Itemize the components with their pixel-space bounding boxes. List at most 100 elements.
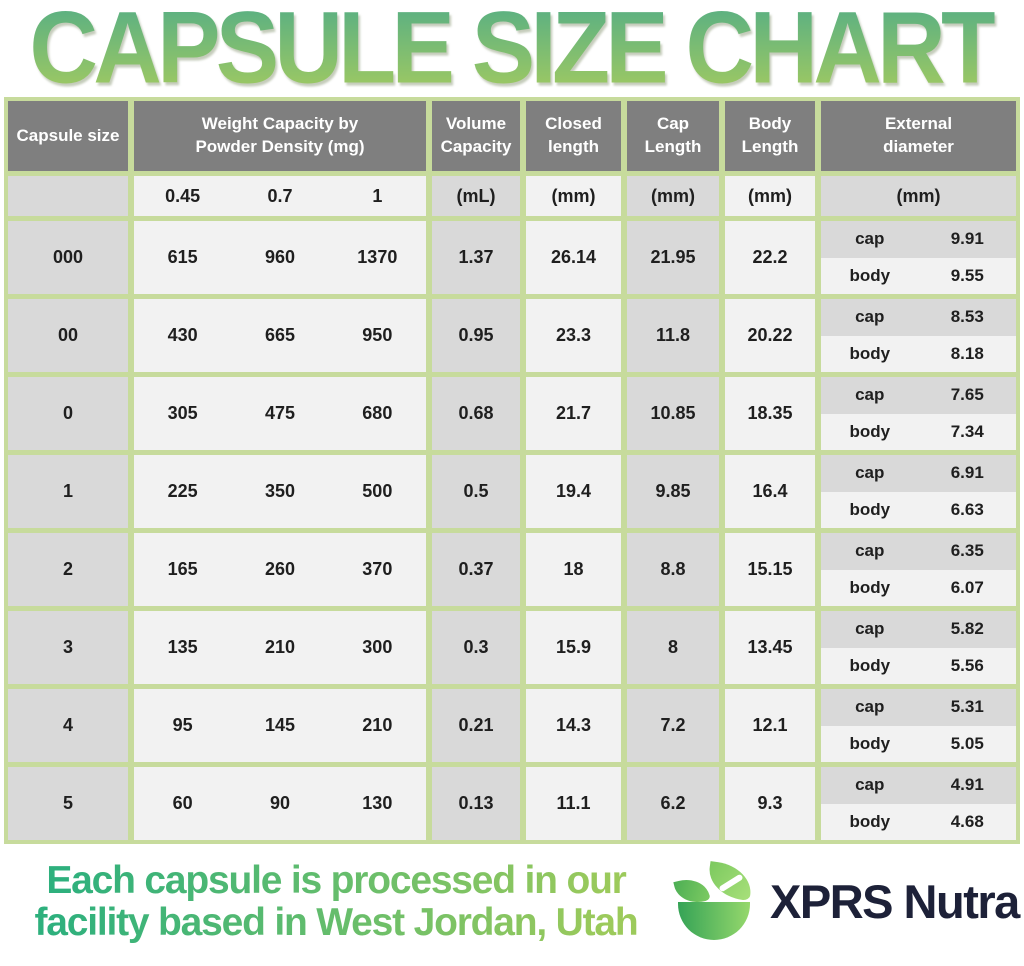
table-row: 00 430 665 950 0.95 23.3 11.8 20.22 cap … xyxy=(8,299,1016,372)
closed-length-cell: 19.4 xyxy=(526,455,621,528)
table-row: 3 135 210 300 0.3 15.9 8 13.45 cap 5.82 … xyxy=(8,611,1016,684)
table-units-row: 0.45 0.7 1 (mL) (mm) (mm) (mm) (mm) xyxy=(8,176,1016,216)
ext-cap-row: cap 8.53 xyxy=(821,299,1016,336)
units-densities: 0.45 0.7 1 xyxy=(134,176,426,216)
body-length-cell: 13.45 xyxy=(725,611,815,684)
capsule-size-cell: 5 xyxy=(8,767,128,840)
table-row: 000 615 960 1370 1.37 26.14 21.95 22.2 c… xyxy=(8,221,1016,294)
capsule-size-table: Capsule size Weight Capacity by Powder D… xyxy=(4,97,1020,844)
ext-body-row: body 8.18 xyxy=(821,335,1016,372)
external-diameter-cell: cap 5.82 body 5.56 xyxy=(821,611,1016,684)
bowl-icon xyxy=(678,901,750,940)
capsule-size-cell: 4 xyxy=(8,689,128,762)
mortar-leaves-icon xyxy=(672,860,758,942)
capsule-size-cell: 000 xyxy=(8,221,128,294)
external-diameter-cell: cap 7.65 body 7.34 xyxy=(821,377,1016,450)
closed-length-cell: 21.7 xyxy=(526,377,621,450)
ext-body-row: body 4.68 xyxy=(821,803,1016,840)
brand-logo: XPRS Nutra xyxy=(672,860,1020,942)
closed-length-cell: 18 xyxy=(526,533,621,606)
body-length-cell: 15.15 xyxy=(725,533,815,606)
weight-cell: 615 960 1370 xyxy=(134,221,426,294)
ext-body-row: body 7.34 xyxy=(821,413,1016,450)
external-diameter-cell: cap 9.91 body 9.55 xyxy=(821,221,1016,294)
table-header-row: Capsule size Weight Capacity by Powder D… xyxy=(8,101,1016,171)
closed-length-cell: 15.9 xyxy=(526,611,621,684)
table-row: 2 165 260 370 0.37 18 8.8 15.15 cap 6.35… xyxy=(8,533,1016,606)
weight-cell: 305 475 680 xyxy=(134,377,426,450)
volume-cell: 0.13 xyxy=(432,767,520,840)
closed-length-cell: 14.3 xyxy=(526,689,621,762)
cap-length-cell: 8 xyxy=(627,611,719,684)
body-length-cell: 9.3 xyxy=(725,767,815,840)
ext-body-row: body 6.63 xyxy=(821,491,1016,528)
header-weight-capacity: Weight Capacity by Powder Density (mg) xyxy=(134,101,426,171)
weight-cell: 135 210 300 xyxy=(134,611,426,684)
volume-cell: 0.37 xyxy=(432,533,520,606)
volume-cell: 0.68 xyxy=(432,377,520,450)
external-diameter-cell: cap 6.35 body 6.07 xyxy=(821,533,1016,606)
capsule-size-cell: 0 xyxy=(8,377,128,450)
cap-length-cell: 21.95 xyxy=(627,221,719,294)
weight-cell: 225 350 500 xyxy=(134,455,426,528)
capsule-size-cell: 2 xyxy=(8,533,128,606)
external-diameter-cell: cap 6.91 body 6.63 xyxy=(821,455,1016,528)
weight-cell: 165 260 370 xyxy=(134,533,426,606)
units-capsule-size-empty xyxy=(8,176,128,216)
cap-length-cell: 10.85 xyxy=(627,377,719,450)
brand-name: XPRS Nutra xyxy=(770,875,1020,929)
header-capsule-size: Capsule size xyxy=(8,101,128,171)
page-title: CAPSULE SIZE CHART xyxy=(30,0,1000,107)
body-length-cell: 16.4 xyxy=(725,455,815,528)
closed-length-cell: 11.1 xyxy=(526,767,621,840)
volume-cell: 0.95 xyxy=(432,299,520,372)
ext-body-row: body 5.05 xyxy=(821,725,1016,762)
ext-body-row: body 5.56 xyxy=(821,647,1016,684)
ext-body-row: body 6.07 xyxy=(821,569,1016,606)
body-length-cell: 22.2 xyxy=(725,221,815,294)
weight-cell: 430 665 950 xyxy=(134,299,426,372)
header-body-length: Body Length xyxy=(725,101,815,171)
header-volume-capacity: Volume Capacity xyxy=(432,101,520,171)
closed-length-cell: 26.14 xyxy=(526,221,621,294)
volume-cell: 1.37 xyxy=(432,221,520,294)
cap-length-cell: 8.8 xyxy=(627,533,719,606)
page-title-wrap: CAPSULE SIZE CHART xyxy=(0,0,1024,105)
weight-cell: 60 90 130 xyxy=(134,767,426,840)
units-body: (mm) xyxy=(725,176,815,216)
body-length-cell: 20.22 xyxy=(725,299,815,372)
external-diameter-cell: cap 8.53 body 8.18 xyxy=(821,299,1016,372)
body-length-cell: 12.1 xyxy=(725,689,815,762)
header-external-diameter: External diameter xyxy=(821,101,1016,171)
closed-length-cell: 23.3 xyxy=(526,299,621,372)
units-volume: (mL) xyxy=(432,176,520,216)
ext-cap-row: cap 6.35 xyxy=(821,533,1016,570)
cap-length-cell: 6.2 xyxy=(627,767,719,840)
external-diameter-cell: cap 4.91 body 4.68 xyxy=(821,767,1016,840)
cap-length-cell: 9.85 xyxy=(627,455,719,528)
table-row: 5 60 90 130 0.13 11.1 6.2 9.3 cap 4.91 b… xyxy=(8,767,1016,840)
capsule-size-cell: 00 xyxy=(8,299,128,372)
weight-cell: 95 145 210 xyxy=(134,689,426,762)
footer-caption: Each capsule is processed in our facilit… xyxy=(0,860,672,943)
units-cap: (mm) xyxy=(627,176,719,216)
cap-length-cell: 11.8 xyxy=(627,299,719,372)
table-row: 0 305 475 680 0.68 21.7 10.85 18.35 cap … xyxy=(8,377,1016,450)
units-closed: (mm) xyxy=(526,176,621,216)
capsule-size-cell: 3 xyxy=(8,611,128,684)
ext-cap-row: cap 9.91 xyxy=(821,221,1016,258)
ext-cap-row: cap 7.65 xyxy=(821,377,1016,414)
capsule-size-cell: 1 xyxy=(8,455,128,528)
volume-cell: 0.3 xyxy=(432,611,520,684)
volume-cell: 0.5 xyxy=(432,455,520,528)
volume-cell: 0.21 xyxy=(432,689,520,762)
header-closed-length: Closed length xyxy=(526,101,621,171)
table-row: 1 225 350 500 0.5 19.4 9.85 16.4 cap 6.9… xyxy=(8,455,1016,528)
ext-body-row: body 9.55 xyxy=(821,257,1016,294)
ext-cap-row: cap 4.91 xyxy=(821,767,1016,804)
body-length-cell: 18.35 xyxy=(725,377,815,450)
ext-cap-row: cap 5.31 xyxy=(821,689,1016,726)
external-diameter-cell: cap 5.31 body 5.05 xyxy=(821,689,1016,762)
ext-cap-row: cap 6.91 xyxy=(821,455,1016,492)
ext-cap-row: cap 5.82 xyxy=(821,611,1016,648)
